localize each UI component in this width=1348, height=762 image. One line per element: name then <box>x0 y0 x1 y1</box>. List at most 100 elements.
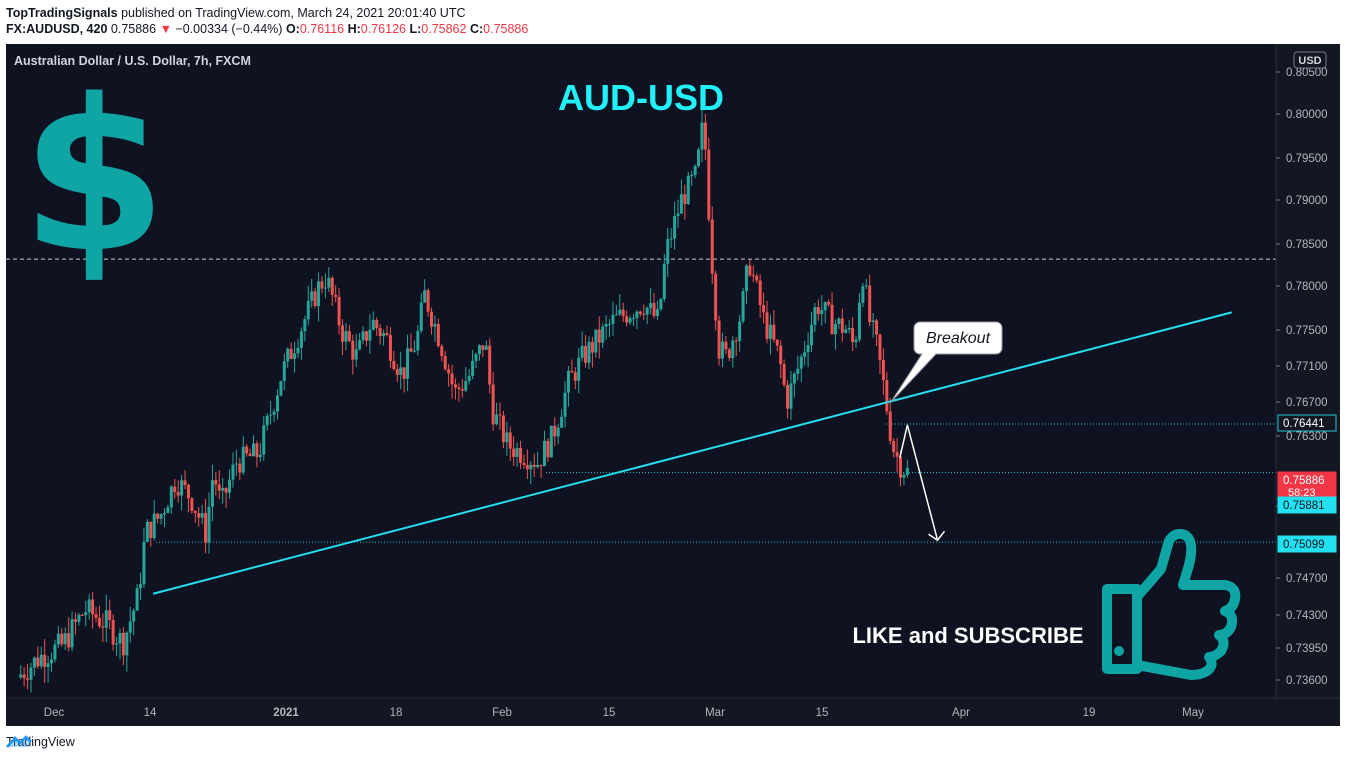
candle-body <box>662 263 666 299</box>
candle-body <box>436 324 440 347</box>
candle-body <box>94 614 98 618</box>
currency-badge-box <box>1293 51 1327 69</box>
candle-body <box>73 619 77 622</box>
chart-area[interactable]: 0.80500 0.80000 0.79500 0.79000 0.78500 0.780… <box>6 44 1340 726</box>
candle-body <box>166 507 170 514</box>
candle-body <box>67 633 71 648</box>
candlestick-chart[interactable]: 0.80500 0.80000 0.79500 0.79000 0.78500 0.780… <box>6 44 1340 726</box>
thumbs-up-icon[interactable] <box>1102 528 1241 680</box>
price-tick-label: 0.76700 <box>1286 397 1328 409</box>
candle-body <box>820 310 824 315</box>
dollar-icon: $ <box>21 54 167 299</box>
candle-body <box>676 213 680 217</box>
candle-body <box>310 291 314 301</box>
candle-body <box>512 448 516 457</box>
price-label: 0.75099 <box>1277 535 1337 553</box>
breakout-callout[interactable]: Breakout <box>890 321 1003 403</box>
candle-body <box>594 329 598 353</box>
candle-body <box>56 633 60 645</box>
candle-body <box>717 320 721 359</box>
price-label: 0.76441 <box>1277 414 1337 432</box>
candle-body <box>871 320 875 323</box>
currency-badge[interactable]: USD <box>1293 51 1327 69</box>
candle-body <box>354 349 358 360</box>
time-tick-label: Mar <box>705 707 725 719</box>
candle-body <box>156 513 160 519</box>
candle-body <box>46 663 50 667</box>
candle-body <box>542 440 546 467</box>
price-label-box <box>1277 496 1337 514</box>
candle-body <box>139 584 143 589</box>
candle-body <box>238 463 242 473</box>
candle-body <box>344 331 348 342</box>
candle-body <box>97 617 101 627</box>
tradingview-logo-icon[interactable] <box>6 735 32 749</box>
candle-body <box>419 302 423 331</box>
candle-body <box>272 411 276 415</box>
candle-body <box>371 319 375 330</box>
candle-body <box>532 464 536 468</box>
candle-body <box>892 441 896 453</box>
candle-body <box>731 340 735 359</box>
candle-body <box>899 456 903 478</box>
candle-body <box>642 313 646 315</box>
candle-body <box>358 340 362 350</box>
candle-body <box>655 309 659 317</box>
candle-body <box>460 389 464 391</box>
candle-body <box>135 588 139 611</box>
candle-body <box>484 345 488 350</box>
candle-body <box>286 348 290 362</box>
candle-body <box>525 464 529 470</box>
candle-body <box>844 329 848 333</box>
high-label: H: <box>347 22 361 36</box>
candle-body <box>721 341 725 359</box>
candle-body <box>905 467 909 475</box>
candle-body <box>792 373 796 384</box>
candle-body <box>840 318 844 333</box>
candle-body <box>570 370 574 373</box>
candle-body <box>810 324 814 346</box>
price-tick-label: 0.78000 <box>1286 281 1328 293</box>
candle-body <box>474 354 478 361</box>
thumb-hand <box>1132 528 1241 680</box>
candle-body <box>111 619 115 645</box>
chart-title: Australian Dollar / U.S. Dollar, 7h, FXC… <box>14 54 251 68</box>
candle-body <box>19 674 23 678</box>
candle-body <box>560 416 564 428</box>
published-text: published on TradingView.com, March 24, … <box>121 6 466 20</box>
candle-body <box>536 464 540 468</box>
price-label-value: 0.75881 <box>1283 500 1325 512</box>
price-tick-label: 0.74700 <box>1286 573 1328 585</box>
candle-body <box>306 300 310 320</box>
candle-body <box>228 479 232 493</box>
candle-body <box>364 331 368 341</box>
candle-body <box>851 327 855 343</box>
ascending-trendline[interactable] <box>152 311 1232 595</box>
open-label: O: <box>285 22 300 36</box>
candle-body <box>210 480 214 507</box>
time-tick-label: 14 <box>144 707 157 719</box>
candle-body <box>275 395 279 412</box>
candle-body <box>652 303 656 317</box>
like-subscribe-cta: LIKE and SUBSCRIBE <box>852 623 1083 648</box>
candle-body <box>60 633 64 645</box>
candle-body <box>491 384 495 425</box>
candle-body <box>39 654 43 667</box>
time-tick-label: 19 <box>1083 707 1096 719</box>
candle-body <box>289 348 293 359</box>
time-tick-label: May <box>1182 707 1204 719</box>
candle-body <box>573 372 577 381</box>
price-axis-background <box>1277 44 1340 726</box>
candle-body <box>738 321 742 341</box>
close-value: 0.75886 <box>483 22 529 36</box>
candle-body <box>638 311 642 314</box>
candle-body <box>614 314 618 316</box>
candle-body <box>91 599 95 615</box>
projection-arrow[interactable] <box>899 424 939 541</box>
candle-body <box>888 411 892 442</box>
candle-body <box>443 356 447 370</box>
candle-body <box>142 541 146 585</box>
breakout-pointer-mask <box>923 349 935 355</box>
publisher-name[interactable]: TopTradingSignals <box>6 6 118 20</box>
candle-body <box>748 265 752 276</box>
